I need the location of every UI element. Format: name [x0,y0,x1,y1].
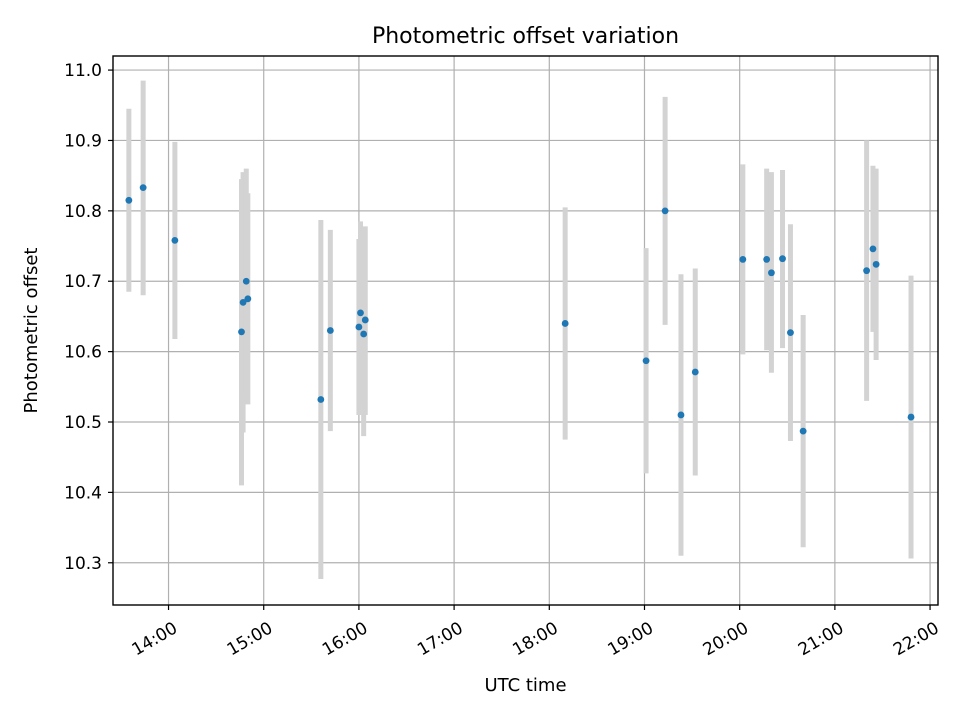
data-point [691,368,699,376]
y-axis-label: Photometric offset [21,248,42,414]
data-point [779,255,786,263]
x-tick-label: 16:00 [319,618,371,660]
data-point [244,295,252,303]
data-point [242,277,250,285]
x-tick-label: 17:00 [414,618,466,660]
x-tick-label: 20:00 [700,618,752,660]
x-tick-label: 15:00 [224,618,276,660]
x-axis-label: UTC time [484,675,566,696]
data-point [739,256,747,263]
data-point [357,309,364,317]
x-tick-label: 18:00 [509,618,561,660]
data-point [238,328,245,336]
data-point [872,260,880,268]
data-point [355,323,363,331]
data-point [661,207,669,215]
errorbar-layer [126,80,914,579]
y-tick-label: 10.4 [64,483,102,503]
data-point [863,267,871,275]
data-point [799,427,807,435]
data-point [139,184,147,192]
data-point [171,237,179,244]
data-point [361,316,369,324]
data-point [787,329,794,337]
data-point [677,411,685,419]
point-layer [125,184,915,435]
plot-frame [112,55,939,606]
y-tick-label: 11.0 [64,61,102,81]
data-point [561,320,569,327]
grid-layer [113,56,938,605]
y-tick-label: 10.6 [64,343,102,363]
data-point [326,327,334,334]
data-point [239,298,247,306]
x-tick-label: 21:00 [795,618,847,660]
y-tick-label: 10.5 [64,413,102,433]
data-point [763,256,771,263]
data-point [869,245,877,253]
data-point [642,357,650,365]
data-point [768,269,775,277]
data-point [907,413,915,421]
tick-layer: 14:00 15:00 16:00 17:00 18:00 19:00 20:00 21:00… [64,61,942,660]
x-tick-label: 22:00 [890,618,942,660]
y-tick-label: 10.7 [64,272,102,292]
y-tick-label: 10.8 [64,202,102,222]
data-point [317,396,325,403]
data-point [125,196,133,204]
chart-title: Photometric offset variation [372,24,679,49]
y-tick-label: 10.9 [64,131,102,151]
x-tick-label: 19:00 [605,618,657,660]
y-tick-label: 10.3 [64,554,102,574]
x-tick-label: 14:00 [129,618,181,660]
data-point [360,330,368,338]
